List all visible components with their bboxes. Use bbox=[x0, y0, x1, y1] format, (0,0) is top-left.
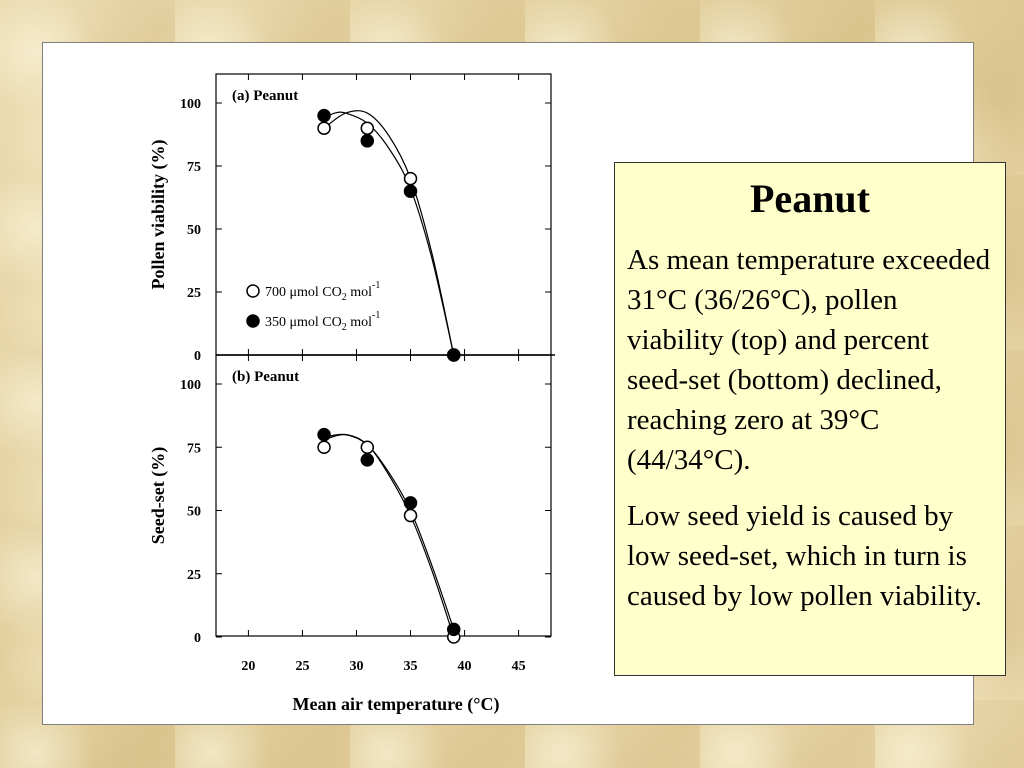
x-tick-label: 25 bbox=[295, 659, 309, 674]
y-axis-label-2: Seed-set (%) bbox=[148, 447, 169, 544]
y-tick-label: 25 bbox=[187, 568, 201, 583]
open-data-point bbox=[360, 121, 375, 135]
x-tick-label: 40 bbox=[458, 659, 472, 674]
fit-curve-1-2 bbox=[323, 111, 455, 356]
open-data-point bbox=[360, 440, 375, 454]
fit-curve-2-2 bbox=[323, 433, 455, 630]
filled-data-point bbox=[317, 108, 331, 123]
peanut-text-box: Peanut As mean temperature exceeded 31°C… bbox=[614, 162, 1006, 676]
open-data-point bbox=[317, 440, 331, 454]
x-tick-label: 20 bbox=[241, 659, 255, 674]
y-tick-label: 75 bbox=[187, 160, 201, 175]
filled-data-point bbox=[403, 184, 418, 198]
filled-data-point bbox=[446, 622, 461, 637]
filled-data-point bbox=[360, 134, 375, 148]
filled-data-point bbox=[360, 453, 375, 467]
y-tick-label: 0 bbox=[194, 349, 201, 364]
legend-marker bbox=[246, 314, 260, 328]
y-tick-label: 100 bbox=[180, 378, 201, 393]
peanut-chart: 0 25 50 75 100 (a) Peanut Pollen viability (%)… bbox=[148, 73, 555, 715]
legend-label: 700 μmol CO2 mol-1 bbox=[265, 280, 380, 303]
y-tick-label: 50 bbox=[187, 505, 201, 520]
y-tick-label: 0 bbox=[194, 631, 201, 646]
text-box-paragraph-2: Low seed yield is caused by low seed-set… bbox=[627, 500, 982, 612]
fit-curve-2-1 bbox=[323, 433, 455, 638]
legend-label: 350 μmol CO2 mol-1 bbox=[265, 310, 380, 333]
open-data-point bbox=[317, 121, 331, 135]
open-data-point bbox=[403, 508, 418, 523]
x-tick-label: 45 bbox=[512, 659, 526, 674]
y-axis-label-1: Pollen viability (%) bbox=[148, 140, 169, 290]
panel-label-1: (a) Peanut bbox=[232, 88, 298, 104]
open-data-point bbox=[403, 171, 418, 186]
y-tick-label: 25 bbox=[187, 286, 201, 301]
text-box-title: Peanut bbox=[750, 176, 870, 221]
slide-panel: 0 25 50 75 100 (a) Peanut Pollen viability (%)… bbox=[42, 42, 1006, 725]
y-tick-label: 50 bbox=[187, 223, 201, 238]
x-tick-label: 30 bbox=[349, 659, 363, 674]
legend-marker bbox=[246, 284, 260, 298]
y-tick-label: 75 bbox=[187, 441, 201, 456]
y-tick-label: 100 bbox=[180, 97, 201, 112]
x-axis-label: Mean air temperature (°C) bbox=[293, 694, 500, 715]
filled-data-point bbox=[317, 427, 331, 442]
panel-label-2: (b) Peanut bbox=[232, 369, 299, 385]
filled-data-point bbox=[403, 496, 418, 510]
plot-frame-1 bbox=[215, 73, 552, 356]
text-box-paragraph-1: As mean temperature exceeded 31°C (36/26… bbox=[627, 244, 991, 476]
x-tick-label: 35 bbox=[404, 659, 418, 674]
plot-frame-2 bbox=[215, 354, 552, 637]
